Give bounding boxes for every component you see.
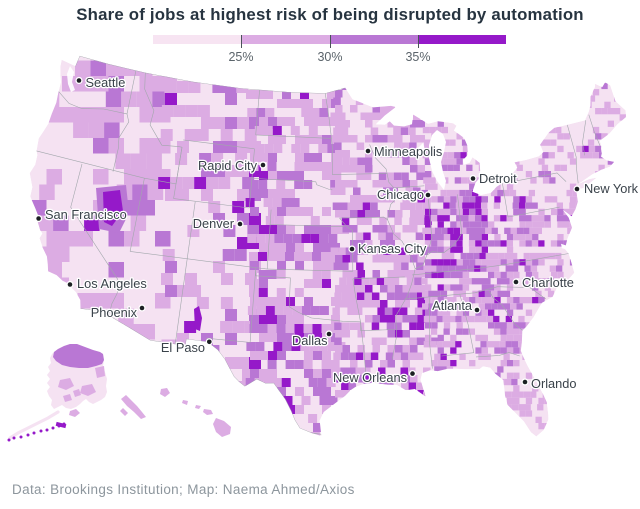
svg-text:San Francisco: San Francisco [45, 207, 127, 222]
svg-text:Los Angeles: Los Angeles [77, 276, 147, 291]
svg-text:Kansas City: Kansas City [358, 241, 427, 256]
svg-text:New Orleans: New Orleans [333, 370, 407, 385]
svg-text:Minneapolis: Minneapolis [374, 144, 442, 159]
svg-text:Chicago: Chicago [377, 187, 424, 202]
svg-text:El Paso: El Paso [161, 340, 205, 355]
svg-text:Dallas: Dallas [292, 333, 328, 348]
svg-text:Atlanta: Atlanta [432, 298, 473, 313]
svg-text:Phoenix: Phoenix [91, 305, 138, 320]
svg-text:Denver: Denver [193, 216, 235, 231]
svg-text:Orlando: Orlando [531, 376, 577, 391]
svg-text:Detroit: Detroit [479, 171, 517, 186]
svg-text:New York: New York [584, 181, 639, 196]
svg-text:Seattle: Seattle [86, 75, 126, 90]
svg-text:Charlotte: Charlotte [522, 275, 574, 290]
svg-text:Rapid City: Rapid City [198, 158, 258, 173]
